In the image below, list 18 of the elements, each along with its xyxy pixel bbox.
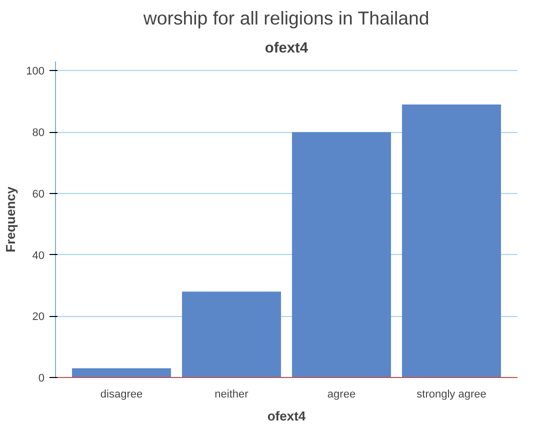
bar: [182, 292, 281, 378]
x-tick-label: disagree: [100, 388, 143, 400]
y-tick-label: 20: [32, 311, 45, 324]
x-tick-label: strongly agree: [416, 388, 486, 400]
bar: [402, 104, 501, 378]
y-tick-label: 40: [32, 250, 45, 262]
y-tick-label: 0: [38, 372, 45, 384]
chart-subtitle: ofext4: [264, 40, 309, 56]
x-axis-title: ofext4: [267, 408, 306, 424]
x-tick-label: neither: [214, 388, 249, 400]
chart-title: worship for all religions in Thailand: [142, 8, 430, 28]
y-axis-title: Frequency: [3, 186, 18, 252]
y-tick-label: 80: [32, 127, 45, 140]
y-tick-label: 60: [32, 188, 45, 200]
bar: [72, 368, 171, 378]
x-tick-label: agree: [327, 388, 356, 400]
y-tick-label: 100: [26, 66, 45, 78]
bar: [292, 132, 391, 378]
